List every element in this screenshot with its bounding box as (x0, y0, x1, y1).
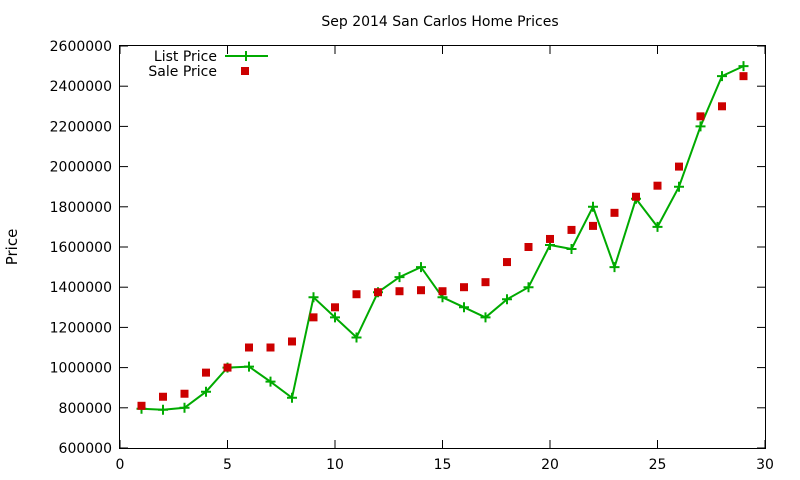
y-tick-label: 600000 (59, 441, 112, 457)
list-price-point (394, 272, 405, 283)
y-tick-label: 2200000 (50, 119, 112, 135)
list-price-point (287, 392, 297, 403)
x-tick-label: 30 (756, 457, 774, 473)
sale-price-point (202, 368, 210, 377)
y-axis-label: Price (3, 229, 21, 266)
sale-price-point (567, 225, 576, 234)
sale-price-point (632, 192, 640, 201)
x-tick-label: 25 (649, 457, 667, 473)
sale-price-point (739, 72, 748, 81)
y-tick-label: 2600000 (50, 39, 112, 55)
list-price-point (459, 302, 469, 313)
plot-area (136, 61, 749, 415)
sale-price-point (524, 243, 533, 251)
list-price-point (609, 262, 620, 273)
y-tick-label: 1400000 (50, 280, 112, 296)
list-price-point (330, 312, 340, 323)
list-price-point (416, 262, 426, 273)
x-tick-label: 15 (434, 457, 452, 473)
sale-price-point (546, 234, 554, 243)
sale-price-point (137, 401, 146, 410)
list-price-point (695, 121, 706, 132)
list-price-point (158, 404, 168, 415)
x-tick-label: 5 (223, 457, 232, 473)
sale-price-point (288, 337, 296, 346)
list-price-point (244, 361, 254, 372)
sale-price-point (395, 287, 404, 296)
sale-price-point (352, 290, 361, 299)
plot-frame (119, 45, 766, 449)
sale-price-point (653, 181, 662, 190)
list-price-point (523, 282, 534, 293)
x-tick-label: 10 (326, 457, 344, 473)
chart-title: Sep 2014 San Carlos Home Prices (321, 14, 558, 30)
list-price-point (652, 221, 663, 232)
sale-price-point (245, 343, 253, 352)
legend-marker-list-price (241, 51, 251, 61)
sale-price-point (675, 162, 683, 171)
sale-price-point (696, 112, 705, 121)
y-tick-label: 1800000 (50, 200, 112, 216)
sale-price-point (417, 286, 425, 295)
list-price-line (141, 65, 744, 411)
sale-price-point (438, 287, 447, 296)
list-price-point (201, 386, 211, 397)
list-price-point (674, 181, 684, 192)
sale-price-point (309, 313, 318, 322)
sale-price-point (223, 363, 232, 372)
list-price-point (588, 201, 598, 212)
list-price-point (480, 312, 491, 323)
legend-marker-sale-price (241, 67, 249, 75)
list-price-point (738, 61, 749, 72)
y-tick-label: 1600000 (50, 240, 112, 256)
sale-price-point (159, 392, 167, 401)
y-tick-label: 1000000 (50, 361, 112, 377)
list-price-point (308, 292, 319, 303)
list-price-point (566, 244, 577, 255)
sale-price-point (718, 102, 726, 111)
x-tick-label: 20 (541, 457, 559, 473)
y-tick-label: 2000000 (50, 160, 112, 176)
list-price-point (265, 376, 276, 387)
sale-price-point (481, 278, 490, 287)
axis-ticks: 600000 800000 1000000 1200000 1400000 1600000… (50, 39, 774, 473)
sale-price-point (266, 343, 275, 352)
list-price-point (717, 71, 727, 82)
sale-price-point (460, 283, 468, 292)
legend-label-sale-price: Sale Price (148, 64, 217, 80)
legend-label-list-price: List Price (154, 49, 217, 65)
y-tick-label: 800000 (59, 401, 112, 417)
list-price-point (502, 294, 512, 305)
x-tick-label: 0 (116, 457, 125, 473)
sale-price-point (374, 288, 382, 297)
sale-price-point (610, 208, 619, 217)
list-price-point (351, 332, 362, 343)
sale-price-point (331, 303, 339, 312)
sale-price-point (180, 389, 189, 398)
sale-price-point (503, 258, 511, 267)
y-tick-label: 2400000 (50, 79, 112, 95)
y-tick-label: 1200000 (50, 320, 112, 336)
list-price-point (179, 402, 190, 413)
sale-price-point (589, 221, 597, 230)
